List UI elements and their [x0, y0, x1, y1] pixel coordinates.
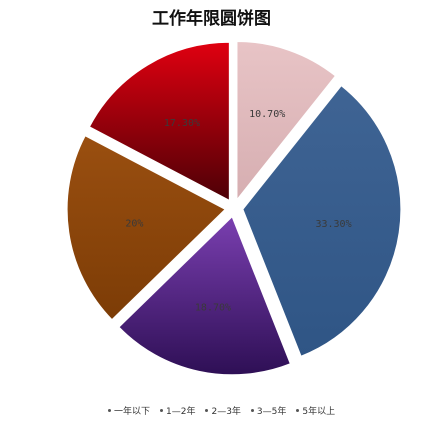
legend-marker: [250, 409, 254, 412]
legend-item: 一年以下: [108, 404, 150, 417]
legend: 一年以下 1—2年 2—3年 3—5年 5年以上: [108, 404, 335, 417]
chart-title: 工作年限圆饼图: [152, 9, 271, 29]
slice-label: 33.30%: [315, 219, 351, 230]
legend-marker: [205, 409, 209, 412]
pie-slice: [88, 41, 230, 202]
slice-label: 20%: [125, 218, 143, 229]
legend-marker: [108, 409, 111, 412]
pie-slices: [66, 41, 402, 376]
legend-label: 5年以上: [302, 407, 336, 417]
slice-label: 18.70%: [195, 302, 231, 313]
legend-label: 2—3年: [211, 407, 241, 417]
slice-label: 10.70%: [249, 109, 285, 120]
slice-label: 17.30%: [164, 118, 200, 129]
legend-item: 5年以上: [296, 404, 335, 417]
pie-slice: [118, 215, 291, 376]
legend-label: 一年以下: [114, 407, 151, 417]
slice-labels: 10.70% 33.30% 18.70% 20% 17.30%: [125, 109, 351, 313]
pie-slice: [236, 41, 337, 201]
legend-item: 1—2年: [160, 404, 195, 417]
legend-label: 1—2年: [166, 407, 196, 417]
legend-label: 3—5年: [256, 407, 287, 417]
legend-marker: [160, 409, 164, 412]
pie-slice: [242, 85, 402, 357]
pie-slice: [66, 135, 226, 321]
legend-item: 3—5年: [250, 404, 287, 417]
legend-marker: [296, 409, 300, 412]
legend-item: 2—3年: [205, 404, 241, 417]
